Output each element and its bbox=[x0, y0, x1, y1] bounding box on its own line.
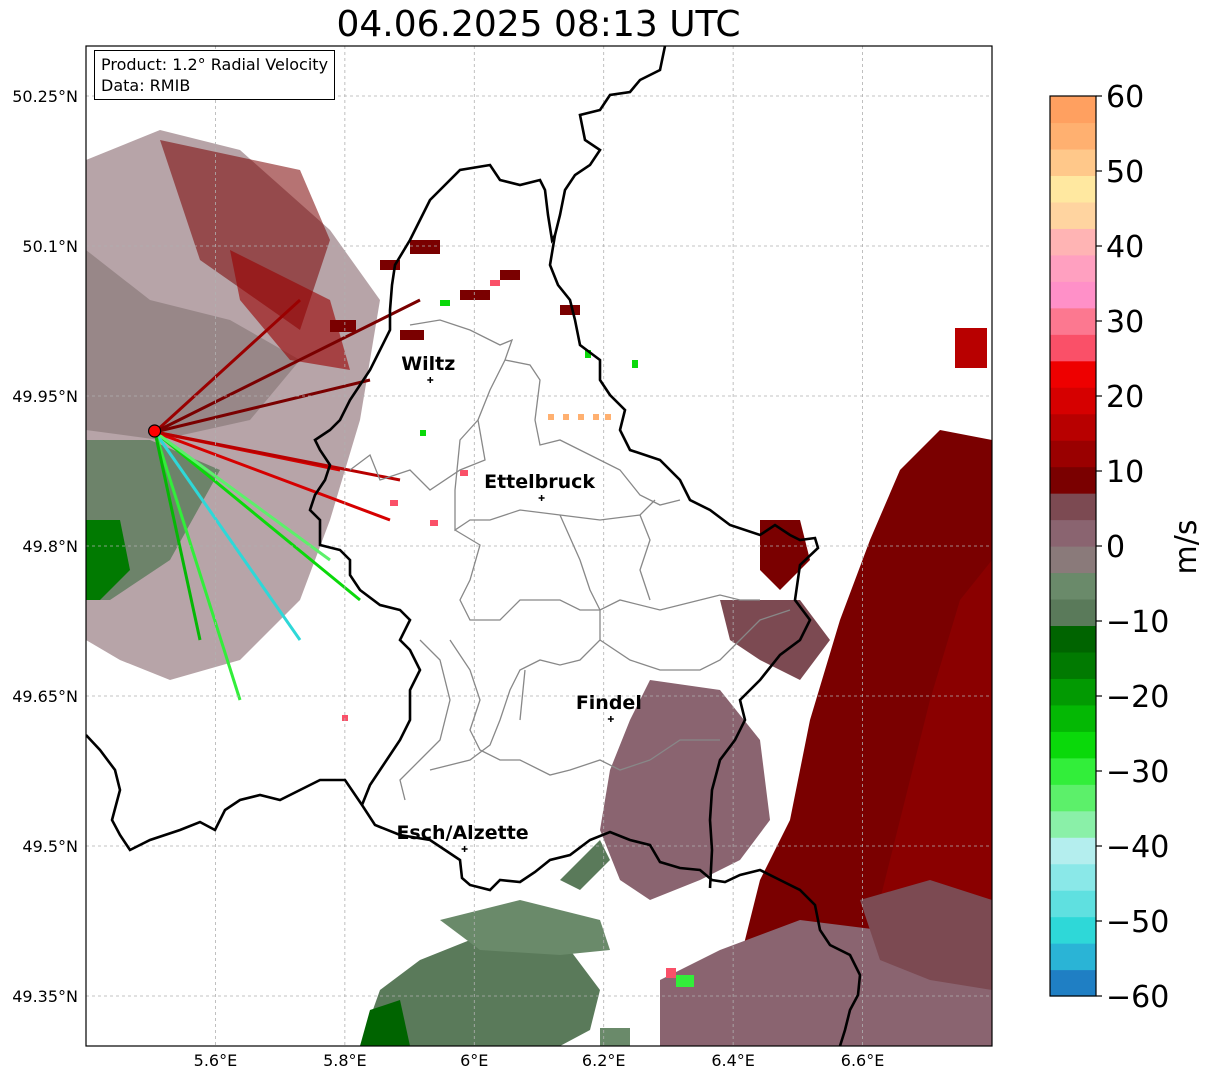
colorbar-segment bbox=[1050, 254, 1096, 282]
colorbar-segment bbox=[1050, 519, 1096, 547]
colorbar-segment bbox=[1050, 784, 1096, 812]
colorbar-tick-label: −40 bbox=[1106, 830, 1169, 865]
colorbar-segment bbox=[1050, 837, 1096, 865]
colorbar-tick-label: 60 bbox=[1106, 80, 1144, 115]
colorbar-tick-label: −10 bbox=[1106, 605, 1169, 640]
lat-tick-label: 49.35°N bbox=[12, 987, 78, 1006]
colorbar-tick-label: 40 bbox=[1106, 230, 1144, 265]
city-marker bbox=[427, 377, 434, 383]
colorbar-segment bbox=[1050, 651, 1096, 679]
colorbar-segment bbox=[1050, 943, 1096, 971]
info-box: Product: 1.2° Radial Velocity Data: RMIB bbox=[94, 50, 336, 100]
map-title: 04.06.2025 08:13 UTC bbox=[336, 4, 741, 45]
lat-tick-label: 50.1°N bbox=[22, 237, 78, 256]
colorbar-unit-label: m/s bbox=[1169, 520, 1204, 575]
lat-tick-label: 50.25°N bbox=[12, 87, 78, 106]
colorbar-segment bbox=[1050, 122, 1096, 150]
colorbar-segment bbox=[1050, 704, 1096, 732]
colorbar-segment bbox=[1050, 493, 1096, 521]
lon-tick-label: 6.2°E bbox=[582, 1051, 626, 1070]
map-frame bbox=[85, 45, 993, 1047]
colorbar-segment bbox=[1050, 731, 1096, 759]
colorbar-tick-label: 10 bbox=[1106, 455, 1144, 490]
colorbar-segment bbox=[1050, 810, 1096, 838]
city-label: Ettelbruck bbox=[484, 471, 595, 493]
colorbar-segment bbox=[1050, 466, 1096, 494]
colorbar-segment bbox=[1050, 625, 1096, 653]
lat-tick-label: 49.65°N bbox=[12, 687, 78, 706]
colorbar-segment bbox=[1050, 890, 1096, 918]
colorbar-tick-label: 20 bbox=[1106, 380, 1144, 415]
colorbar-segment bbox=[1050, 757, 1096, 785]
colorbar-segment bbox=[1050, 413, 1096, 441]
radar-site-marker bbox=[147, 424, 162, 438]
longitude-tick-labels: 5.6°E 5.8°E 6°E 6.2°E 6.4°E 6.6°E bbox=[194, 1051, 885, 1070]
colorbar-segment bbox=[1050, 334, 1096, 362]
city-marker bbox=[538, 495, 545, 501]
colorbar-segment bbox=[1050, 175, 1096, 203]
national-borders bbox=[86, 46, 862, 1046]
canton-boundaries bbox=[349, 319, 791, 801]
colorbar-segment bbox=[1050, 916, 1096, 944]
lat-tick-label: 49.5°N bbox=[22, 837, 78, 856]
colorbar-tick-label: −50 bbox=[1106, 905, 1169, 940]
city-label: Esch/Alzette bbox=[396, 822, 528, 844]
lon-tick-label: 5.8°E bbox=[323, 1051, 367, 1070]
latitude-tick-labels: 50.25°N 50.1°N 49.95°N 49.8°N 49.65°N 49.5°N 4… bbox=[12, 87, 78, 1006]
radar-echoes bbox=[86, 130, 992, 1046]
colorbar-segment bbox=[1050, 598, 1096, 627]
colorbar-segment bbox=[1050, 969, 1096, 997]
lon-tick-label: 5.6°E bbox=[194, 1051, 238, 1070]
colorbar-tick-label: 30 bbox=[1106, 305, 1144, 340]
colorbar-tick-label: 0 bbox=[1106, 530, 1125, 565]
product-label: Product: 1.2° Radial Velocity bbox=[101, 55, 329, 74]
colorbar: 60 50 40 30 20 10 0 −10 −20 −30 −40 −50 −60 bbox=[1049, 80, 1169, 1015]
colorbar-segment bbox=[1050, 678, 1096, 706]
lon-tick-label: 6°E bbox=[460, 1051, 488, 1070]
colorbar-tick-label: −30 bbox=[1106, 755, 1169, 790]
colorbar-segment bbox=[1050, 387, 1096, 415]
city-label: Findel bbox=[576, 692, 642, 714]
colorbar-segment bbox=[1050, 572, 1096, 600]
colorbar-segment bbox=[1050, 360, 1096, 388]
city-markers: Wiltz Ettelbruck Findel Esch/Alzette bbox=[396, 353, 642, 852]
lat-tick-label: 49.8°N bbox=[22, 537, 78, 556]
lat-tick-label: 49.95°N bbox=[12, 387, 78, 406]
data-source-label: Data: RMIB bbox=[101, 76, 191, 95]
colorbar-segment bbox=[1050, 440, 1096, 468]
colorbar-segment bbox=[1050, 281, 1096, 309]
colorbar-segment bbox=[1050, 546, 1096, 574]
colorbar-segment bbox=[1050, 201, 1096, 229]
colorbar-tick-label: −60 bbox=[1106, 980, 1169, 1015]
colorbar-segment bbox=[1050, 96, 1096, 124]
colorbar-segment bbox=[1050, 307, 1096, 335]
city-marker bbox=[461, 846, 468, 852]
colorbar-segment bbox=[1050, 228, 1096, 256]
colorbar-segment bbox=[1050, 148, 1096, 177]
colorbar-segment bbox=[1050, 863, 1096, 891]
colorbar-tick-label: 50 bbox=[1106, 155, 1144, 190]
colorbar-tick-label: −20 bbox=[1106, 680, 1169, 715]
lon-tick-label: 6.4°E bbox=[711, 1051, 755, 1070]
city-label: Wiltz bbox=[401, 353, 455, 375]
lon-tick-label: 6.6°E bbox=[841, 1051, 885, 1070]
city-marker bbox=[607, 716, 614, 722]
